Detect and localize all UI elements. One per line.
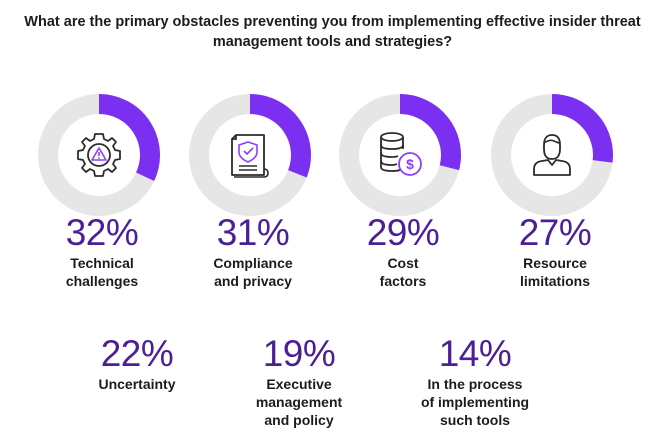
percent-cost-factors: 29% [366,212,440,253]
donut-value-arc [551,94,613,163]
label-line: Resource [523,255,587,271]
label-cost-factors: Cost factors [323,254,483,290]
label-line: management [255,394,343,410]
chart-title-line-2: management tools and strategies? [212,34,453,50]
label-line: challenges [65,273,139,289]
donut-technical-challenges [37,93,161,217]
percent-uncertainty: 22% [100,333,174,374]
donut-compliance-privacy-svg [189,94,311,216]
person-icon [533,134,571,176]
label-line: factors [379,273,427,289]
label-in-process: In the process of implementing such tool… [395,375,555,429]
label-line: In the process [427,376,523,392]
donut-cost-factors-svg: $ [339,94,461,216]
label-line: Technical [70,255,134,271]
donut-value-arc [249,94,311,178]
chart-title-line-1: What are the primary obstacles preventin… [24,14,641,30]
label-line: limitations [519,273,590,289]
donut-cost-factors: $ [338,93,462,217]
donut-value-arc [399,94,461,171]
gear-warning-icon [77,133,121,177]
label-line: Uncertainty [98,376,176,392]
label-line: and privacy [214,273,292,289]
donut-resource-limitations [490,93,614,217]
svg-text:$: $ [406,156,414,172]
coins-dollar-icon: $ [380,132,422,176]
label-executive-management: Executive management and policy [219,375,379,429]
label-line: and policy [264,412,334,428]
label-line: Compliance [213,255,293,271]
label-uncertainty: Uncertainty [57,375,217,393]
percent-technical-challenges: 32% [65,212,139,253]
percent-in-process: 14% [438,333,512,374]
percent-executive-management: 19% [262,333,336,374]
donut-compliance-privacy [188,93,312,217]
label-line: such tools [439,412,510,428]
donut-technical-challenges-svg [38,94,160,216]
percent-resource-limitations: 27% [518,212,592,253]
label-line: Cost [387,255,419,271]
percent-compliance-privacy: 31% [216,212,290,253]
donut-value-arc [98,94,160,181]
label-line: Executive [266,376,332,392]
label-resource-limitations: Resource limitations [475,254,635,290]
certificate-shield-icon [231,134,269,178]
chart-title: What are the primary obstacles preventin… [0,12,665,52]
donut-resource-limitations-svg [491,94,613,216]
label-technical-challenges: Technical challenges [22,254,182,290]
label-compliance-privacy: Compliance and privacy [173,254,333,290]
label-line: of implementing [420,394,530,410]
